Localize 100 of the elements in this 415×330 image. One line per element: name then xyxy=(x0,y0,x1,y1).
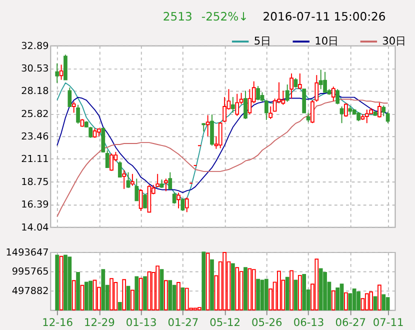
x-tick-label: 12-29 xyxy=(84,316,115,329)
candlestick xyxy=(364,109,369,124)
candlestick xyxy=(164,178,168,192)
bar xyxy=(76,272,80,310)
legend-label: 5日 xyxy=(254,34,272,48)
bar xyxy=(352,288,356,310)
bar xyxy=(318,268,323,310)
bar xyxy=(160,269,164,310)
candlestick xyxy=(134,178,139,202)
y-tick-label: 14.04 xyxy=(21,222,49,234)
candlestick xyxy=(118,160,122,178)
x-tick-label: 05-26 xyxy=(251,316,283,329)
x-tick-label: 12-16 xyxy=(42,316,74,329)
y-tick-label: 16.39 xyxy=(21,200,49,211)
candlestick xyxy=(260,92,264,102)
bar xyxy=(356,291,360,310)
x-tick-label: 05-12 xyxy=(210,316,240,329)
candlestick xyxy=(235,93,240,116)
candlestick xyxy=(168,172,172,190)
candlestick xyxy=(336,88,340,105)
candlestick xyxy=(294,78,298,88)
candlestick xyxy=(176,192,180,209)
bar xyxy=(180,288,185,310)
y-tick-label: 30.53 xyxy=(21,64,49,75)
bar xyxy=(134,276,139,310)
bar xyxy=(55,254,60,310)
bar xyxy=(256,278,260,310)
x-tick-label: 01-27 xyxy=(168,316,199,329)
bar xyxy=(101,269,106,310)
y-tick-label: 23.46 xyxy=(21,132,49,143)
candlestick xyxy=(184,196,189,213)
bar xyxy=(294,280,298,310)
bar xyxy=(68,256,72,310)
candlestick xyxy=(59,64,64,80)
y-tick-label: 1493647 xyxy=(6,247,49,258)
y-tick-label: 497882 xyxy=(12,286,49,297)
candlestick xyxy=(378,102,382,118)
candlestick xyxy=(222,96,226,123)
candlestick xyxy=(130,173,134,186)
y-tick-label: 32.89 xyxy=(21,40,49,52)
x-tick-label: 01-13 xyxy=(126,316,157,329)
y-tick-label: 21.11 xyxy=(21,154,49,166)
bar xyxy=(84,282,88,310)
candlestick xyxy=(285,84,290,102)
candlestick xyxy=(244,90,248,120)
bar xyxy=(323,272,327,310)
candlestick xyxy=(122,170,126,190)
candlestick xyxy=(323,71,327,94)
text: -252%↓ xyxy=(201,9,248,24)
candlestick xyxy=(248,88,252,115)
candlestick xyxy=(72,101,76,114)
bar xyxy=(244,267,248,310)
bar xyxy=(386,297,390,310)
legend-label: 10日 xyxy=(314,34,340,48)
candlestick xyxy=(101,127,106,154)
candlestick xyxy=(68,87,72,107)
bar xyxy=(202,252,206,310)
bar xyxy=(126,286,130,310)
bar xyxy=(340,284,344,310)
candlestick xyxy=(180,198,185,212)
x-tick-label: 07-11 xyxy=(372,316,404,329)
legend-label: 30日 xyxy=(382,34,407,48)
y-tick-label: 25.82 xyxy=(21,108,49,120)
candlestick xyxy=(138,188,143,212)
candlestick xyxy=(386,111,390,124)
bar xyxy=(336,288,340,310)
bar xyxy=(382,294,386,310)
candlestick xyxy=(382,105,386,117)
bar xyxy=(230,263,235,310)
candlestick xyxy=(268,106,273,120)
candlestick xyxy=(318,69,323,90)
bar xyxy=(168,280,172,310)
candlestick xyxy=(356,112,360,122)
candlestick xyxy=(105,150,110,168)
text: 2513 xyxy=(162,9,192,24)
candlestick xyxy=(126,172,130,188)
y-tick-label: 18.75 xyxy=(21,176,49,188)
candlestick xyxy=(331,86,336,102)
bar xyxy=(210,259,214,310)
candlestick xyxy=(340,106,344,124)
candlestick xyxy=(210,114,214,146)
bar xyxy=(285,276,290,310)
bar xyxy=(143,276,147,310)
candlestick xyxy=(143,194,147,209)
candlestick xyxy=(55,62,60,84)
candlestick xyxy=(264,100,268,120)
bar xyxy=(373,296,378,310)
bar xyxy=(64,254,68,310)
candlestick xyxy=(218,122,222,149)
candlestick xyxy=(298,72,302,90)
bar xyxy=(118,302,122,310)
candlestick xyxy=(230,96,235,114)
x-tick-label: 06-13 xyxy=(293,316,324,329)
candlestick xyxy=(76,104,80,124)
candlestick xyxy=(156,173,160,187)
bar xyxy=(88,280,93,310)
x-tick-label: 06-27 xyxy=(335,316,366,329)
line-series xyxy=(56,98,388,218)
bar xyxy=(264,278,268,310)
candlestick xyxy=(306,112,310,123)
